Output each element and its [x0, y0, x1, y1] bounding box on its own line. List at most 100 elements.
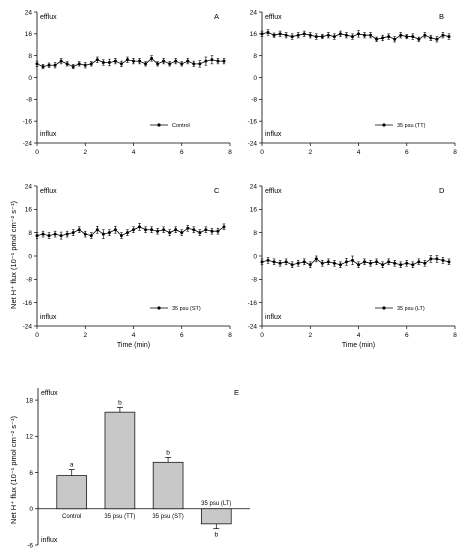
x-tick-label-b: 2 [308, 149, 312, 156]
y-tick-label-d: 0 [253, 253, 257, 260]
data-point-c [156, 229, 160, 233]
y-tick-label-a: -16 [23, 118, 33, 125]
significance-letter: a [70, 462, 74, 469]
data-point-d [411, 263, 415, 267]
panel-letter-c: C [214, 186, 220, 195]
x-tick-label-d: 6 [405, 332, 409, 339]
data-point-d [266, 258, 270, 262]
x-tick-label-d: 2 [308, 332, 312, 339]
series-line-b [261, 32, 450, 40]
data-point-b [363, 33, 367, 37]
data-point-d [387, 260, 391, 264]
y-tick-label-e: 12 [26, 434, 34, 441]
y-tick-label-c: -16 [23, 300, 33, 307]
data-point-a [162, 59, 166, 63]
data-point-b [405, 35, 409, 39]
data-point-c [65, 232, 69, 236]
data-point-c [174, 228, 178, 232]
y-tick-label-b: -24 [248, 140, 258, 147]
data-point-c [59, 234, 63, 238]
y-tick-label-c: 16 [25, 207, 33, 214]
panel-e: 18 12 6 0 -6 efflux influx Ea Control b 35 psu (TT… [26, 388, 250, 549]
x-tick-label-b: 8 [453, 149, 457, 156]
x-tick-label-c: 0 [35, 332, 39, 339]
data-point-b [381, 36, 385, 40]
data-point-a [204, 59, 208, 63]
data-point-d [357, 263, 360, 267]
legend-marker-a [157, 123, 161, 127]
x-tick-label-b: 4 [357, 149, 361, 156]
x-tick-label-c: 2 [83, 332, 87, 339]
efflux-label-e: efflux [41, 390, 58, 397]
y-tick-label-b: 8 [253, 53, 257, 60]
data-point-a [77, 62, 81, 66]
y-tick-label-b: -8 [251, 97, 257, 104]
data-point-a [174, 59, 178, 63]
data-point-b [387, 35, 391, 39]
data-point-c [83, 232, 87, 236]
y-tick-label-b: -16 [248, 118, 258, 125]
data-point-c [222, 225, 226, 229]
data-point-d [332, 261, 336, 265]
data-point-b [357, 32, 360, 36]
series-line-d [261, 258, 450, 266]
category-label: 35 psu (LT) [201, 501, 231, 507]
data-point-c [125, 231, 129, 235]
data-point-a [138, 59, 142, 63]
bar [200, 508, 232, 525]
data-point-a [168, 62, 172, 66]
data-point-c [107, 231, 111, 235]
x-tick-label-c: 6 [180, 332, 184, 339]
x-tick-label-c: 4 [132, 332, 136, 339]
data-point-c [144, 228, 148, 232]
data-point-a [216, 59, 220, 63]
data-point-b [296, 33, 300, 37]
data-point-c [216, 229, 220, 233]
y-tick-label-e: -6 [27, 542, 33, 549]
significance-letter: b [214, 532, 218, 539]
panel-letter-d: D [439, 186, 445, 195]
data-point-d [326, 260, 330, 264]
data-point-c [186, 226, 190, 230]
y-tick-label-d: -16 [248, 300, 258, 307]
data-point-c [95, 228, 99, 232]
efflux-label-b: efflux [265, 14, 282, 21]
data-point-d [302, 260, 306, 264]
data-point-c [89, 234, 93, 238]
data-point-a [53, 63, 57, 67]
data-point-c [168, 231, 172, 235]
shared-y-axis-label: Net H⁺ flux (10⁻¹ pmol cm⁻² s⁻¹) [9, 201, 18, 309]
y-tick-label-e: 6 [29, 470, 33, 477]
data-point-a [198, 62, 202, 66]
data-point-a [119, 62, 123, 66]
panel-letter-e: E [234, 388, 239, 397]
y-tick-label-a: -24 [23, 140, 33, 147]
data-point-d [423, 261, 427, 265]
legend-label-a: Control [172, 123, 190, 129]
data-point-c [162, 228, 166, 232]
data-point-a [89, 62, 93, 66]
data-point-b [320, 35, 324, 39]
data-point-d [375, 260, 379, 264]
data-point-d [320, 261, 324, 265]
data-point-b [290, 35, 294, 39]
data-point-c [77, 228, 81, 232]
y-tick-label-c: -24 [23, 323, 33, 330]
panel-letter-b: B [439, 12, 444, 21]
data-point-a [132, 59, 135, 63]
influx-label-b: influx [265, 131, 282, 138]
y-tick-label-c: -8 [26, 277, 32, 284]
data-point-d [393, 261, 397, 265]
y-tick-label-a: 0 [28, 75, 32, 82]
data-point-b [332, 35, 336, 39]
data-point-a [59, 59, 63, 63]
y-tick-label-b: 0 [253, 75, 257, 82]
x-tick-label-d: 8 [453, 332, 457, 339]
data-point-b [260, 32, 264, 36]
data-point-c [180, 231, 184, 235]
